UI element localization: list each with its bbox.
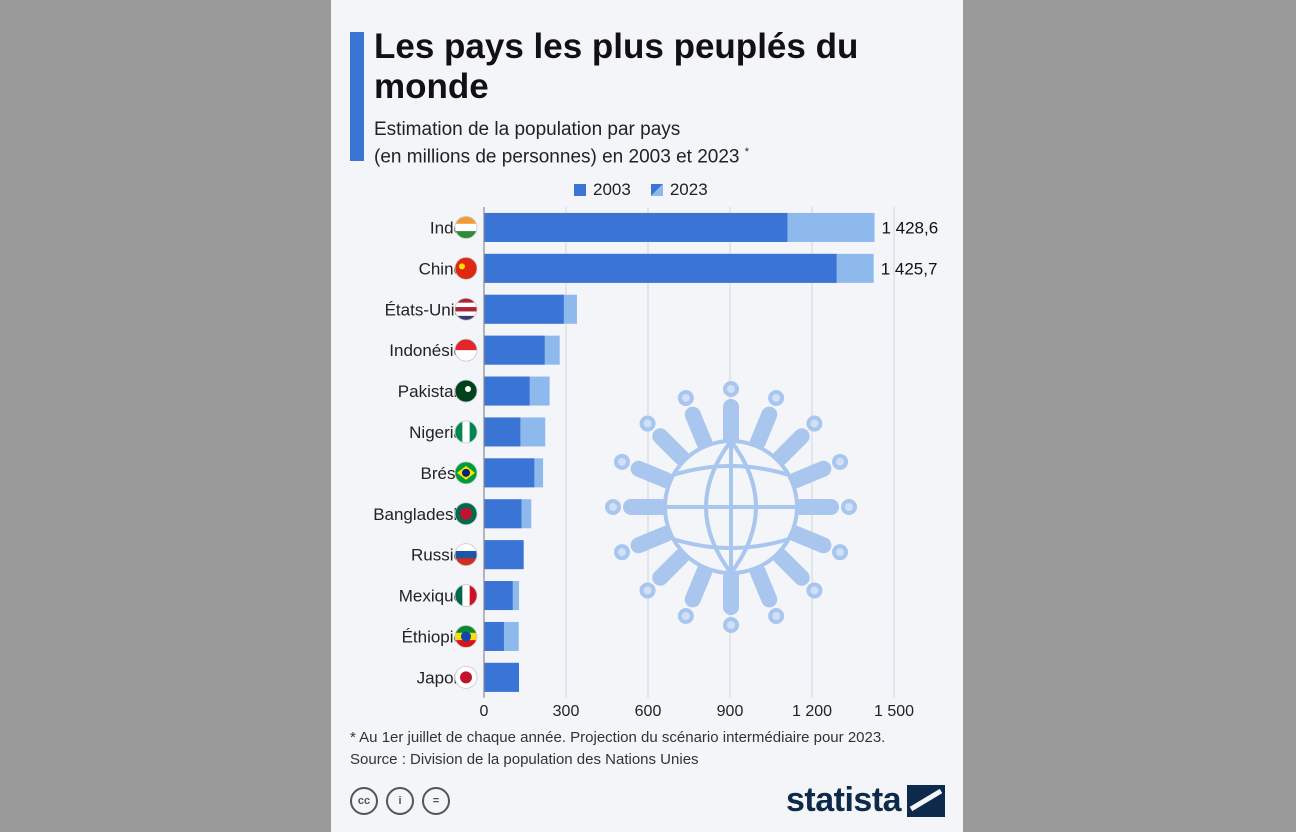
data-label: 1 425,7: [881, 259, 938, 278]
flag-mexico-icon: [455, 584, 477, 607]
bar-2003: [484, 335, 545, 365]
flag-outline: [454, 420, 478, 444]
subtitle-line-2-text: (en millions de personnes) en 2003 et 20…: [374, 146, 740, 168]
footnote-block: * Au 1er juillet de chaque année. Projec…: [350, 727, 960, 771]
x-tick-label: 0: [480, 703, 489, 720]
flag-outline: [454, 461, 478, 485]
x-tick-label: 1 500: [874, 703, 914, 720]
x-tick-label: 900: [717, 703, 744, 720]
category-label: Nigeria: [409, 423, 463, 442]
bar-2003: [484, 253, 837, 283]
cc-icon[interactable]: cc: [350, 787, 378, 815]
footnote-text: * Au 1er juillet de chaque année. Projec…: [350, 729, 886, 746]
bar-2003: [484, 294, 564, 324]
statista-logo[interactable]: statista: [786, 781, 946, 820]
flag-ethiopia-icon: [455, 625, 477, 648]
flag-bangladesh-icon: [455, 502, 477, 525]
category-label: Bangladesh: [373, 505, 463, 524]
flag-outline: [454, 502, 478, 526]
category-label: Indonésie: [389, 341, 463, 360]
category-label: Chine: [419, 259, 463, 278]
subtitle-footnote-mark: *: [744, 146, 750, 158]
data-label: 1 428,6: [881, 218, 938, 237]
bar-2003: [484, 212, 788, 242]
legend-item-2003: 2003: [574, 180, 631, 200]
legend-swatch-2003: [574, 184, 586, 196]
bar-chart: Inde 1 428,6 Chine 1 425,7 États-Unis Indonés…: [373, 207, 938, 720]
category-label: Pakistan: [398, 382, 463, 401]
flag-outline: [454, 625, 478, 648]
flag-pakistan-icon: [455, 380, 477, 403]
flag-outline: [454, 665, 478, 689]
flag-outline: [454, 584, 478, 607]
chart-subtitle: Estimation de la population par pays (en…: [374, 118, 934, 168]
legend-label-2023: 2023: [669, 180, 708, 199]
flag-india-icon: [455, 216, 477, 239]
bar-2003: [484, 540, 524, 570]
legend-label-2003: 2003: [593, 180, 631, 199]
statista-mark-icon: [907, 784, 946, 817]
bar-2003: [484, 621, 504, 651]
category-label: Éthiopie: [402, 627, 463, 646]
x-tick-label: 300: [553, 703, 580, 720]
subtitle-line-2: (en millions de personnes) en 2003 et 20…: [374, 141, 934, 168]
legend-item-2023: 2023: [650, 180, 708, 200]
bar-2003: [484, 499, 522, 529]
flag-outline: [454, 338, 478, 362]
category-label: Japon: [417, 668, 463, 687]
chart-legend: 2003 2023: [574, 180, 708, 200]
flag-outline: [454, 379, 478, 403]
bar-2003: [484, 417, 521, 447]
legend-swatch-2023: [650, 184, 663, 196]
flag-outline: [454, 216, 478, 239]
no-derivatives-icon[interactable]: =: [422, 787, 450, 815]
flag-brazil-icon: [455, 461, 477, 484]
chart-title: Les pays les plus peuplés du monde: [374, 27, 859, 106]
brand-name: statista: [786, 781, 902, 819]
title-accent-bar: [350, 32, 364, 161]
category-label: Mexique: [399, 587, 463, 606]
attribution-icon[interactable]: i: [386, 787, 414, 815]
globe-people-illustration: [605, 381, 857, 633]
flag-japan-icon: [455, 666, 477, 689]
license-icons: cc i =: [350, 787, 450, 815]
x-tick-label: 1 200: [792, 703, 832, 720]
bar-2003: [484, 581, 513, 611]
subtitle-line-1: Estimation de la population par pays: [374, 119, 681, 140]
bar-2003: [484, 662, 519, 692]
x-tick-label: 600: [635, 703, 662, 720]
flag-usa-icon: [455, 298, 477, 321]
category-label: États-Unis: [385, 300, 463, 319]
category-label: Russie: [411, 546, 463, 565]
flag-china-icon: [455, 257, 477, 280]
flag-outline: [454, 297, 478, 321]
flag-outline: [454, 543, 478, 567]
flag-outline: [454, 256, 478, 280]
flag-russia-icon: [455, 543, 477, 566]
category-label: Brésil: [420, 464, 463, 483]
flag-nigeria-icon: [455, 420, 477, 443]
category-label: Inde: [430, 218, 463, 237]
bar-2003: [484, 376, 530, 406]
bar-2003: [484, 458, 535, 488]
flag-indonesia-icon: [455, 339, 477, 362]
source-text: Source : Division de la population des N…: [350, 751, 699, 768]
